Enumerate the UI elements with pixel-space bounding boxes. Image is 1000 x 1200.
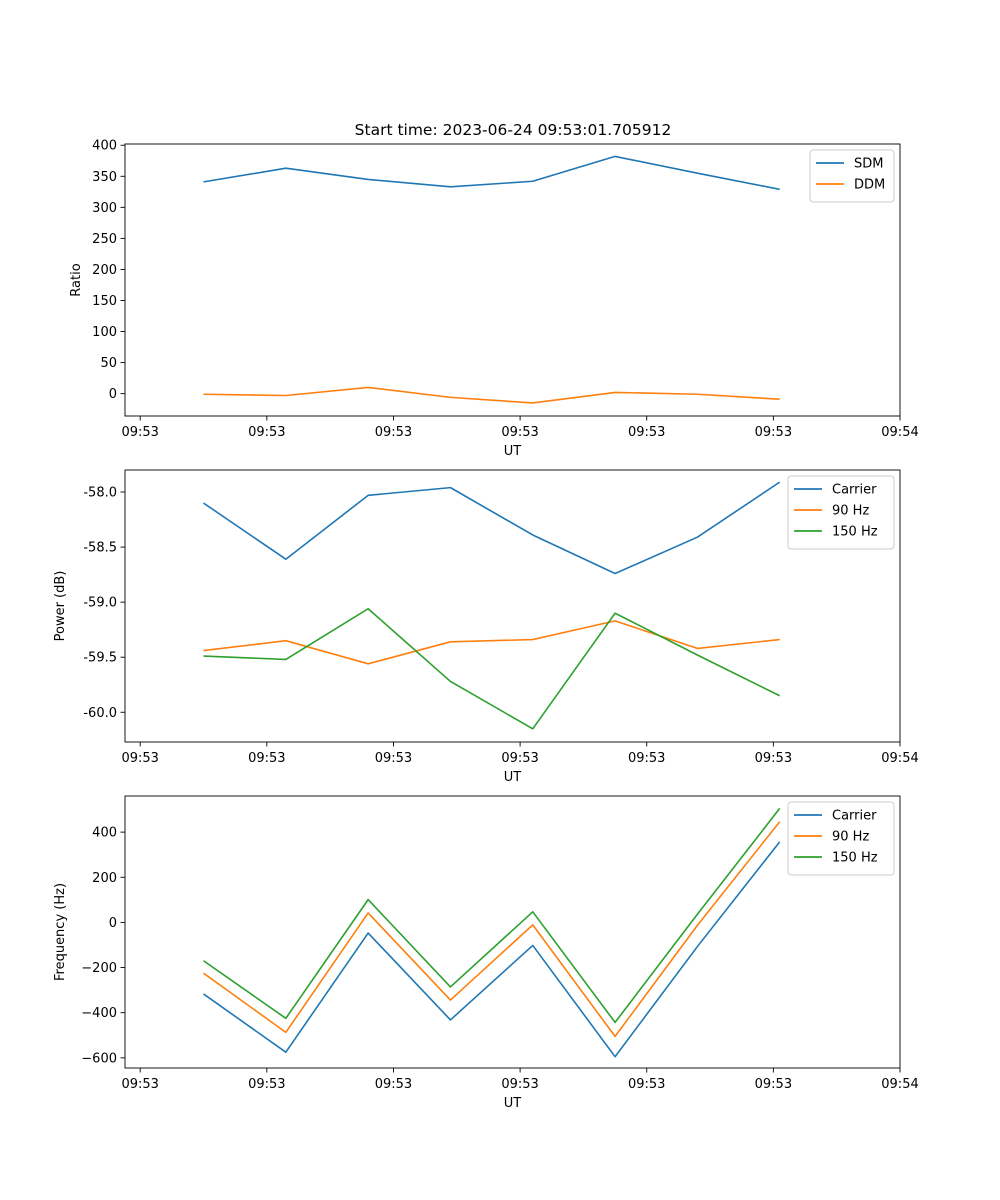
axes-frame [124, 143, 901, 417]
x-tick-label: 09:53 [501, 1077, 538, 1092]
series-line-1 [203, 481, 781, 575]
y-tick-label: -60.0 [83, 706, 117, 721]
x-tick-label: 09:53 [375, 425, 412, 440]
y-tick-label: 150 [92, 294, 117, 309]
panel-1: 09:53 09:53 09:53 09:53 09:53 09:53 09:54 0 50 10… [69, 139, 919, 459]
series-line-2 [203, 821, 781, 1038]
x-tick-label: 09:53 [755, 1077, 792, 1092]
x-tick-label: 09:54 [881, 1077, 918, 1092]
y-tick-label: 0 [109, 387, 117, 402]
series-line-3 [203, 607, 781, 730]
y-axis-label: Frequency (Hz) [53, 883, 68, 981]
panels: 09:53 09:53 09:53 09:53 09:53 09:53 09:54 0 50 10… [53, 139, 919, 1111]
y-tick-label: 200 [92, 871, 117, 886]
legend-label: Carrier [832, 809, 877, 824]
x-tick-label: 09:53 [121, 1077, 158, 1092]
axes-frame [124, 469, 901, 743]
x-tick-label: 09:54 [881, 425, 918, 440]
y-tick-label: 400 [92, 826, 117, 841]
panel-2: 09:53 09:53 09:53 09:53 09:53 09:53 09:54 -60.0… [53, 469, 919, 785]
x-tick-label: 09:53 [121, 425, 158, 440]
series-line-3 [203, 807, 781, 1024]
legend-label: 90 Hz [832, 830, 869, 845]
y-tick-label: -58.5 [83, 541, 117, 556]
x-tick-label: 09:53 [375, 751, 412, 766]
panel-3: 09:53 09:53 09:53 09:53 09:53 09:53 09:54 −600 −… [53, 795, 919, 1111]
series-line-1 [203, 841, 781, 1058]
x-tick-label: 09:53 [755, 425, 792, 440]
y-tick-label: −400 [81, 1006, 117, 1021]
x-tick-label: 09:54 [881, 751, 918, 766]
series-line-2 [203, 620, 780, 665]
x-tick-label: 09:53 [248, 1077, 285, 1092]
y-axis-label: Power (dB) [53, 571, 68, 642]
y-tick-label: −600 [81, 1051, 117, 1066]
y-tick-label: 0 [109, 916, 117, 931]
x-tick-label: 09:53 [501, 425, 538, 440]
x-axis-label: UT [504, 770, 522, 785]
x-tick-label: 09:53 [248, 425, 285, 440]
y-tick-label: 300 [92, 201, 117, 216]
x-axis-label: UT [504, 444, 522, 459]
series-line-2 [203, 386, 780, 404]
y-tick-label: 50 [100, 356, 117, 371]
legend-label: 90 Hz [832, 504, 869, 519]
legend-label: Carrier [832, 483, 877, 498]
legend-label: DDM [854, 178, 885, 193]
x-axis-label: UT [504, 1096, 522, 1111]
series-line-1 [203, 155, 780, 191]
y-tick-label: 400 [92, 139, 117, 154]
axes-frame [124, 795, 901, 1069]
legend-label: 150 Hz [832, 851, 878, 866]
x-tick-label: 09:53 [375, 1077, 412, 1092]
y-tick-label: 200 [92, 263, 117, 278]
x-tick-label: 09:53 [121, 751, 158, 766]
y-axis-label: Ratio [69, 263, 84, 296]
y-tick-label: -59.0 [83, 596, 117, 611]
legend-label: SDM [854, 157, 883, 172]
y-tick-label: −200 [81, 961, 117, 976]
y-tick-label: -58.0 [83, 486, 117, 501]
x-tick-label: 09:53 [628, 425, 665, 440]
legend: SDM DDM [809, 149, 895, 203]
x-tick-label: 09:53 [755, 751, 792, 766]
legend-label: 150 Hz [832, 525, 878, 540]
x-tick-label: 09:53 [628, 1077, 665, 1092]
legend: Carrier 90 Hz 150 Hz [787, 801, 895, 876]
y-tick-label: -59.5 [83, 651, 117, 666]
x-tick-label: 09:53 [628, 751, 665, 766]
y-tick-label: 350 [92, 170, 117, 185]
x-tick-label: 09:53 [248, 751, 285, 766]
x-tick-label: 09:53 [501, 751, 538, 766]
y-tick-label: 250 [92, 232, 117, 247]
figure-title: Start time: 2023-06-24 09:53:01.705912 [355, 121, 672, 139]
legend: Carrier 90 Hz 150 Hz [787, 475, 895, 550]
y-tick-label: 100 [92, 325, 117, 340]
